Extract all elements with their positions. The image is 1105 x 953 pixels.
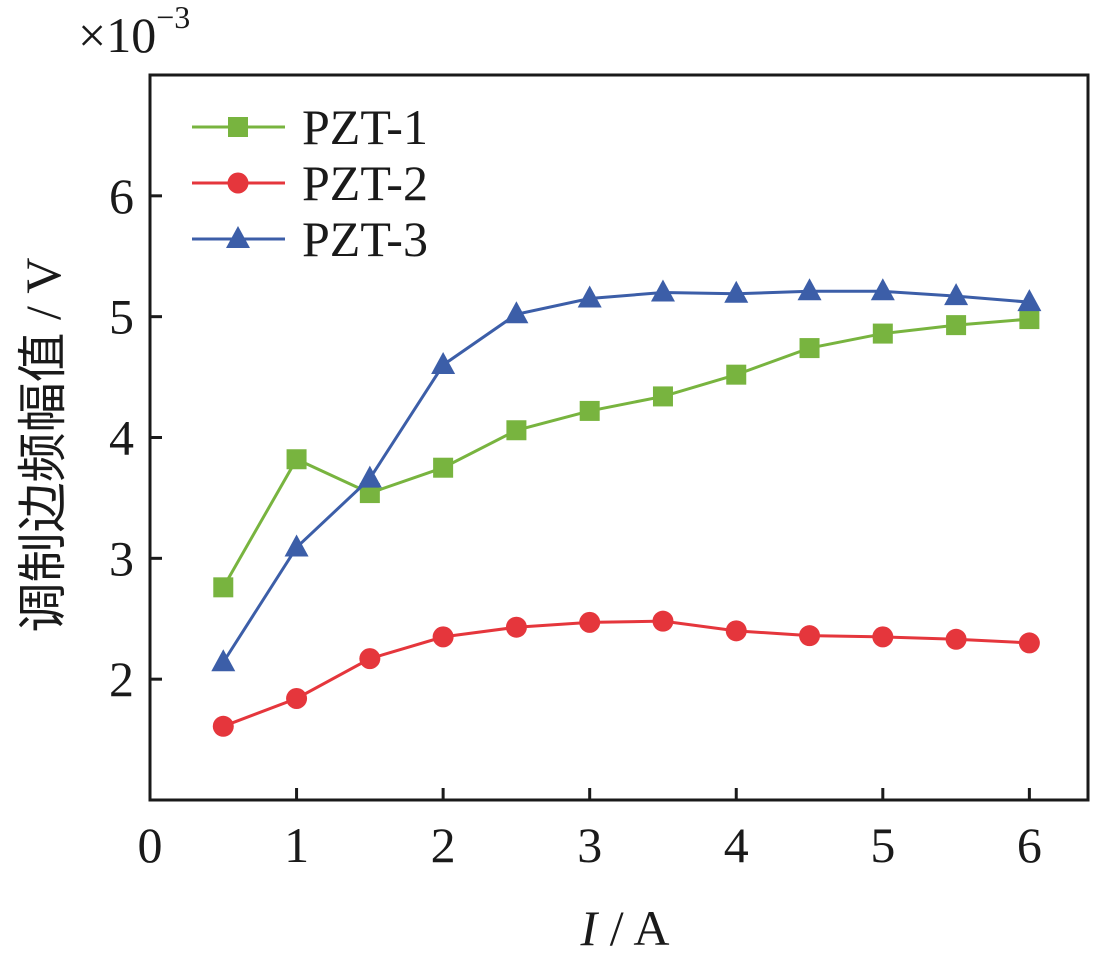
x-tick-label: 4 (724, 817, 749, 873)
triangle-marker (870, 278, 895, 301)
y-tick-label: 3 (109, 530, 134, 586)
circle-marker (799, 625, 821, 647)
y-tick-label: 5 (109, 289, 134, 345)
triangle-marker (357, 465, 382, 488)
triangle-marker (431, 352, 456, 374)
triangle-marker (577, 285, 602, 308)
series-line (222, 289, 1030, 664)
square-marker (506, 420, 527, 441)
triangle-marker (797, 278, 822, 301)
x-tick-label: 2 (431, 817, 456, 873)
legend-item: PZT-3 (192, 211, 428, 267)
circle-marker (652, 610, 674, 632)
series-pzt-2 (212, 610, 1040, 737)
y-tick-label: 4 (109, 410, 134, 466)
legend-label: PZT-1 (302, 99, 428, 155)
circle-marker (945, 628, 967, 650)
square-marker (286, 449, 307, 470)
circle-marker (359, 648, 381, 670)
legend-item: PZT-2 (192, 155, 428, 211)
triangle-marker (284, 534, 309, 557)
triangle-marker (724, 280, 749, 303)
circle-marker (872, 626, 894, 648)
series-pzt-1 (213, 309, 1040, 598)
square-marker (872, 323, 893, 344)
series-line (222, 619, 1030, 728)
square-marker (433, 457, 454, 478)
circle-marker (1018, 632, 1040, 654)
square-marker (213, 577, 234, 598)
x-tick-label: 3 (577, 817, 602, 873)
triangle-marker (650, 279, 675, 302)
y-axis-label: 调制边频幅值 / V (15, 258, 71, 633)
square-marker (946, 315, 967, 336)
square-marker (359, 483, 380, 504)
square-marker (652, 386, 673, 407)
y-tick-label: 6 (109, 168, 134, 224)
circle-marker (432, 626, 454, 648)
y-multiplier: ×10−3 (78, 0, 190, 63)
square-marker (1019, 309, 1040, 330)
triangle-marker (504, 301, 529, 324)
legend-item: PZT-1 (192, 99, 428, 155)
circle-marker (286, 688, 308, 709)
x-tick-label: 0 (138, 817, 163, 873)
legend-label: PZT-3 (302, 211, 428, 267)
legend-label: PZT-2 (302, 155, 428, 211)
triangle-marker (1017, 289, 1042, 312)
square-marker (228, 117, 248, 137)
triangle-marker (211, 649, 236, 672)
x-tick-label: 5 (870, 817, 895, 873)
triangle-marker (944, 283, 969, 306)
series-line (221, 317, 1030, 589)
circle-marker (505, 616, 527, 638)
x-axis-label: I / A (580, 900, 670, 953)
y-tick-label: 2 (109, 651, 134, 707)
circle-marker (579, 611, 601, 633)
series-pzt-3 (211, 278, 1042, 672)
square-marker (726, 364, 747, 385)
x-tick-label: 1 (284, 817, 309, 873)
circle-marker (212, 715, 234, 737)
circle-marker (227, 172, 249, 194)
circle-marker (725, 620, 747, 642)
triangle-marker (226, 226, 250, 248)
square-marker (799, 338, 820, 359)
square-marker (579, 400, 600, 421)
x-tick-label: 6 (1017, 817, 1042, 873)
